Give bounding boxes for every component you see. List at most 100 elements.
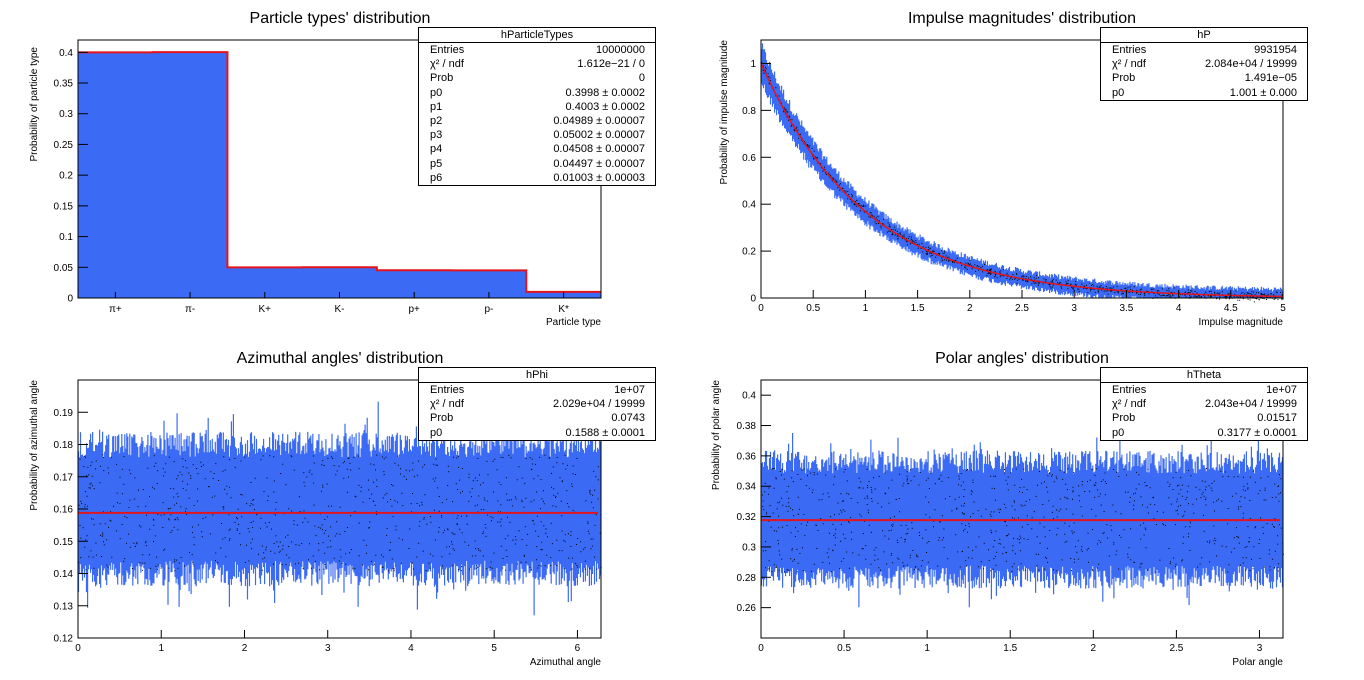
y-axis-label: Probability of polar angle (711, 380, 722, 491)
x-tick-label: 3.5 (1119, 303, 1133, 314)
x-tick-label: 6 (575, 643, 581, 654)
bin-markers (78, 454, 602, 572)
x-tick-label: 2 (967, 303, 973, 314)
chart-azimuthal-angle: Azimuthal angles' distribution 0 1 2 3 4 5 6 0.… (29, 350, 602, 668)
stats-value: 1.001 ± 0.000 (1229, 86, 1297, 99)
stats-key: Entries (430, 44, 465, 56)
x-tick-label: 3 (1257, 643, 1263, 654)
stats-value: 0.3998 ± 0.0002 (565, 86, 645, 99)
x-tick-label: 2 (1091, 643, 1097, 654)
y-tick-label: 0.2 (742, 247, 756, 258)
stats-value: 0.4003 ± 0.0002 (565, 100, 645, 113)
x-tick-label: 4.5 (1224, 303, 1238, 314)
stats-row: p1 0.4003 ± 0.0002 (419, 100, 655, 114)
stats-key: χ² / ndf (1112, 58, 1146, 71)
plot-frame (77, 379, 602, 639)
stats-key: p0 (1112, 86, 1125, 99)
stats-key: p4 (430, 143, 443, 156)
x-axis-label: Particle type (546, 317, 601, 328)
stats-row: Entries 1e+07 (1101, 383, 1307, 397)
fit-line (760, 62, 1283, 298)
x-tick-label: 4 (1176, 303, 1182, 314)
x-tick-label: 5 (491, 643, 497, 654)
stats-row: Prob 0.01517 (1101, 411, 1307, 425)
stats-key: p2 (430, 114, 443, 127)
y-tick-label: 0.1 (59, 232, 73, 243)
stats-box: hTheta Entries 1e+07 χ² / ndf 2.043e+04 / 1… (1100, 367, 1308, 441)
stats-row: Prob 0 (419, 71, 655, 85)
y-tick-label: 0.2 (59, 171, 73, 182)
stats-box: hParticleTypes Entries 10000000 χ² / ndf 1.… (418, 27, 656, 186)
bin-markers (761, 467, 1284, 573)
stats-value: 0.04508 ± 0.00007 (553, 143, 645, 156)
stats-row: p4 0.04508 ± 0.00007 (419, 142, 655, 156)
x-tick-label: 0 (75, 643, 81, 654)
x-tick-label: 2 (242, 643, 248, 654)
stats-box-title: hP (1101, 28, 1307, 43)
x-axis-label: Polar angle (1232, 657, 1283, 668)
stats-value: 2.084e+04 / 19999 (1204, 58, 1297, 71)
x-tick-label: p+ (409, 304, 421, 315)
x-axis-label: Impulse magnitude (1199, 317, 1284, 328)
stats-key: p1 (430, 100, 443, 113)
y-tick-label: 0.14 (54, 569, 74, 580)
stats-row: p3 0.05002 ± 0.00007 (419, 128, 655, 142)
x-tick-label: 1.5 (911, 303, 925, 314)
x-tick-label: 0.5 (837, 643, 851, 654)
stats-key: Prob (430, 412, 454, 425)
y-tick-label: 1 (750, 59, 756, 70)
y-tick-label: 0.6 (742, 153, 756, 164)
y-tick-label: 0.18 (54, 440, 74, 451)
y-tick-label: 0.3 (59, 109, 73, 120)
y-tick-label: 0.35 (54, 79, 74, 90)
plot-frame (760, 379, 1284, 639)
stats-key: Entries (430, 384, 465, 396)
stats-box-title: hParticleTypes (419, 28, 655, 43)
stats-row: p0 0.1588 ± 0.0001 (419, 426, 655, 440)
y-tick-label: 0.34 (737, 482, 757, 493)
y-axis-label: Probability of impulse magnitude (719, 40, 730, 185)
x-tick-label: π+ (109, 304, 122, 315)
stats-key: p3 (430, 129, 443, 142)
stats-key: p0 (430, 426, 443, 439)
x-tick-label: 2.5 (1015, 303, 1029, 314)
pad-particle-types: Particle types' distribution π+ π- K+ K-p+ p… (0, 0, 682, 340)
chart-impulse-magnitude: Impulse magnitudes' distribution 0 0.5 1 1.… (719, 10, 1286, 328)
stats-value: 0.1588 ± 0.0001 (565, 426, 645, 439)
y-tick-label: 0 (67, 294, 73, 305)
chart-title: Particle types' distribution (250, 10, 431, 27)
y-tick-label: 0.38 (737, 421, 757, 432)
stats-value: 1e+07 (614, 384, 645, 396)
pad-azimuthal-angle: Azimuthal angles' distribution 0 1 2 3 4 5 6 0.… (0, 340, 682, 680)
x-tick-label: 1 (924, 643, 930, 654)
stats-value: 0.3177 ± 0.0001 (1217, 426, 1297, 439)
pad-impulse-magnitude: Impulse magnitudes' distribution 0 0.5 1 1.… (682, 0, 1364, 340)
stats-value: 10000000 (596, 44, 645, 56)
bar (152, 52, 228, 299)
fit-line (78, 51, 601, 293)
stats-value: 0.01517 (1257, 412, 1297, 425)
stats-row: χ² / ndf 1.612e−21 / 0 (419, 57, 655, 71)
y-tick-label: 0.16 (54, 505, 74, 516)
x-tick-label: 5 (1280, 303, 1286, 314)
bar (78, 52, 154, 299)
stats-row: χ² / ndf 2.029e+04 / 19999 (419, 397, 655, 411)
y-tick-label: 0 (750, 294, 756, 305)
y-tick-label: 0.4 (59, 48, 73, 59)
stats-box-title: hTheta (1101, 368, 1307, 383)
stats-row: Prob 0.0743 (419, 411, 655, 425)
x-axis-label: Azimuthal angle (530, 657, 602, 668)
x-tick-label: 0.5 (806, 303, 820, 314)
y-tick-label: 0.26 (737, 603, 757, 614)
stats-row: Entries 1e+07 (419, 383, 655, 397)
stats-row: χ² / ndf 2.084e+04 / 19999 (1101, 57, 1307, 71)
y-tick-label: 0.12 (54, 634, 74, 645)
stats-value: 1.612e−21 / 0 (577, 58, 645, 71)
stats-row: p6 0.01003 ± 0.00003 (419, 171, 655, 185)
y-tick-label: 0.19 (54, 408, 74, 419)
histogram-bins (760, 429, 1284, 608)
stats-key: χ² / ndf (1112, 398, 1146, 411)
stats-key: p6 (430, 171, 443, 184)
stats-key: p0 (1112, 426, 1125, 439)
